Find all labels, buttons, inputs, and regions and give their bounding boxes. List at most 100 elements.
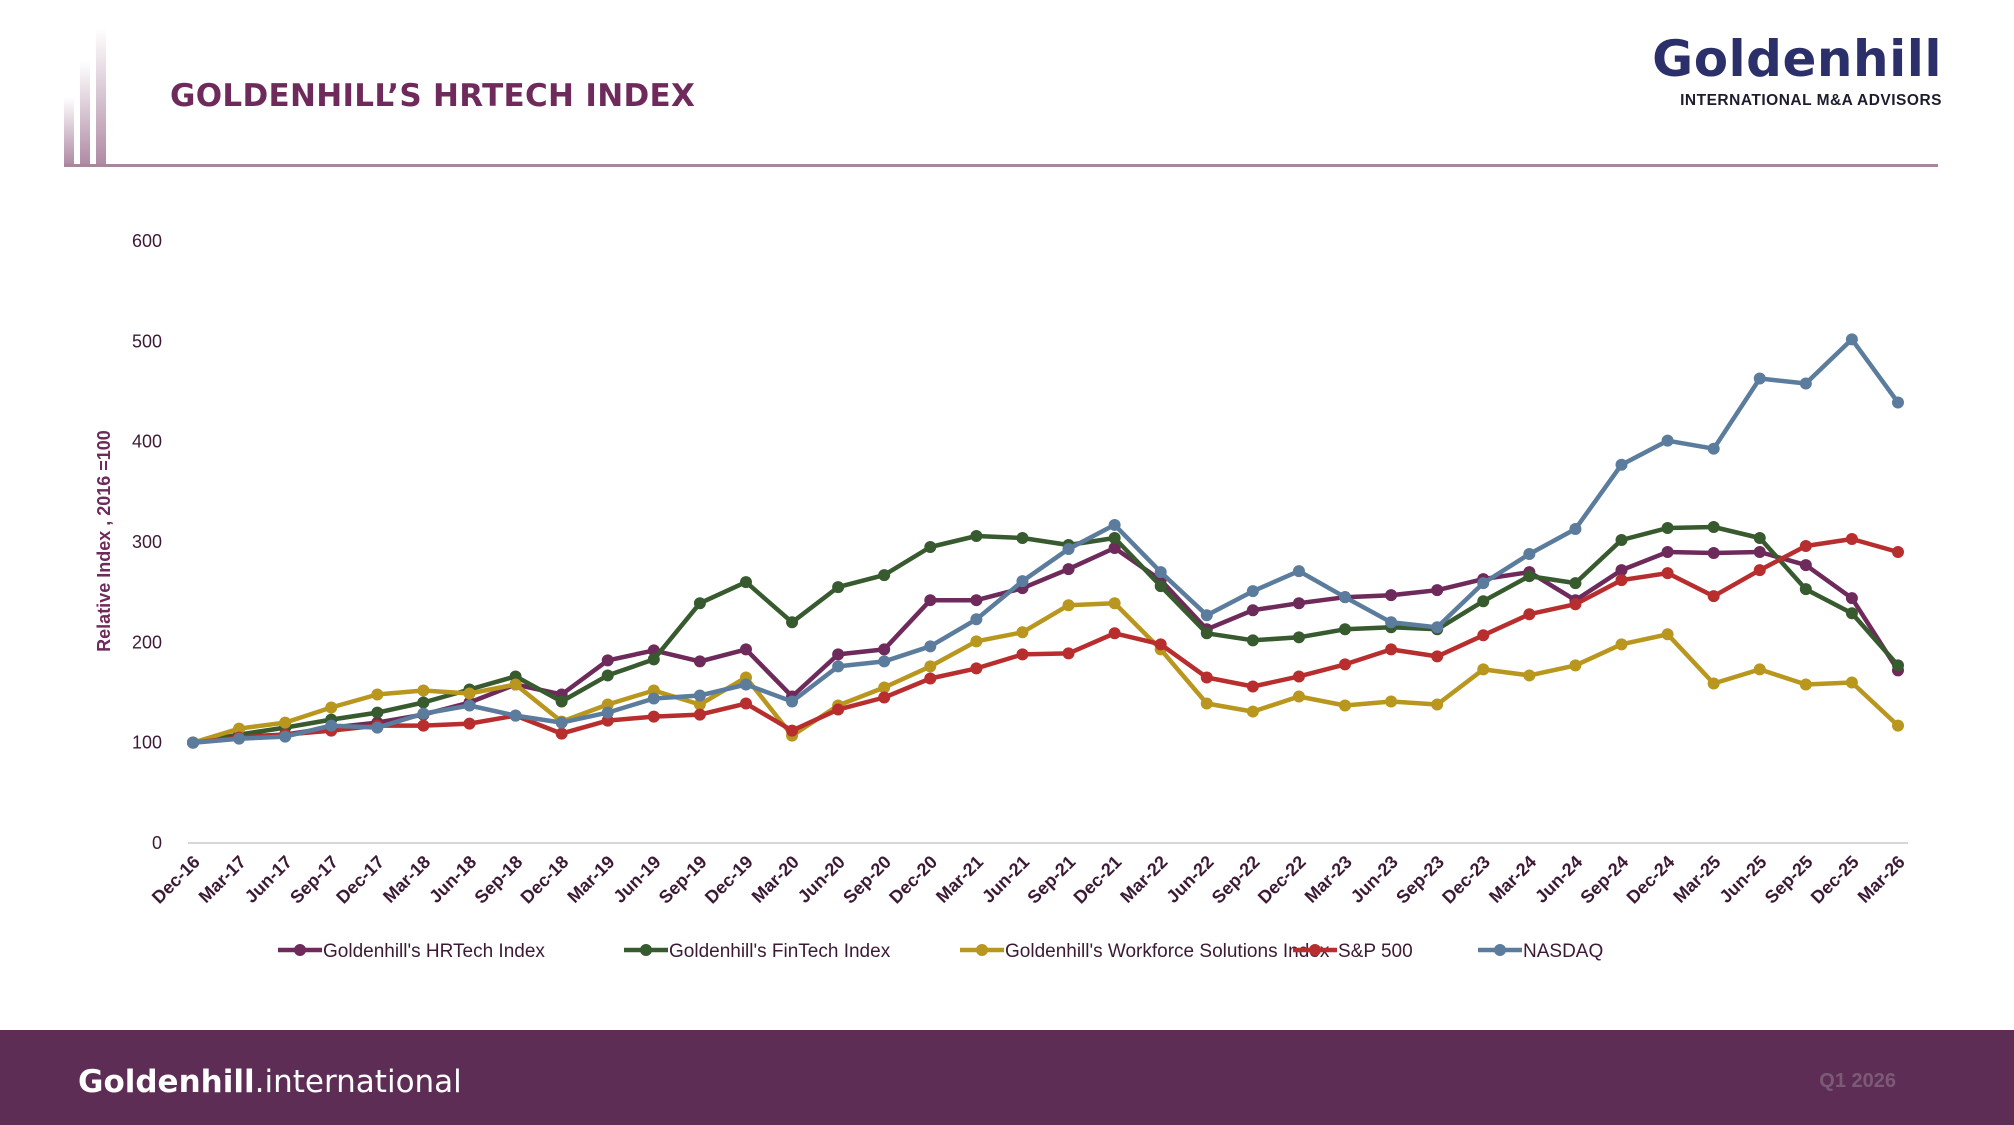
x-tick-label: Dec-23 [1438,852,1494,908]
legend-marker [976,944,988,956]
data-point [1246,705,1259,718]
footer-bar: Goldenhill.international Q1 2026 [0,1030,2014,1125]
data-point [1753,372,1766,385]
legend-label: Goldenhill's FinTech Index [669,941,891,962]
data-point [1246,680,1259,693]
data-point [924,672,937,685]
data-point [693,708,706,721]
data-point [1200,627,1213,640]
x-tick-label: Sep-23 [1392,852,1448,908]
data-point [1200,697,1213,710]
data-point [1661,567,1674,580]
data-point [1385,643,1398,656]
data-point [832,581,845,594]
data-point [1431,584,1444,597]
legend-label: Goldenhill's HRTech Index [323,941,545,962]
y-tick-label: 200 [132,632,162,652]
data-point [555,695,568,708]
data-point [1845,333,1858,346]
data-point [878,691,891,704]
data-point [1845,607,1858,620]
data-point [463,687,476,700]
data-point [1707,520,1720,533]
data-point [1431,698,1444,711]
data-point [601,654,614,667]
x-tick-label: Dec-25 [1807,852,1863,908]
y-axis-label: Relative Index , 2016 =100 [94,430,114,652]
x-tick-label: Mar-25 [1669,852,1724,907]
x-tick-label: Mar-18 [379,852,434,907]
data-point [1385,695,1398,708]
series-line-0 [192,545,1900,745]
legend-marker [294,944,306,956]
data-point [1707,547,1720,560]
x-tick-label: Jun-23 [1347,852,1402,907]
y-tick-label: 300 [132,532,162,552]
legend-label: S&P 500 [1338,941,1413,962]
data-point [647,710,660,723]
data-point [786,616,799,629]
x-tick-label: Dec-17 [332,852,388,908]
data-point [1523,608,1536,621]
data-point [739,643,752,656]
data-point [924,660,937,673]
data-point [693,689,706,702]
data-point [1477,663,1490,676]
y-tick-label: 400 [132,432,162,452]
x-tick-label: Jun-19 [609,852,664,907]
x-tick-label: Jun-21 [978,852,1033,907]
data-point [1892,659,1904,672]
header-decoration [64,28,124,165]
data-point [1292,670,1305,683]
data-point [279,730,292,743]
data-point [924,640,937,653]
data-point [371,688,384,701]
data-point [1108,542,1121,555]
legend-label: Goldenhill's Workforce Solutions Index [1005,941,1330,962]
data-point [1154,580,1167,593]
data-point [647,692,660,705]
logo-wordmark: Goldenhill [1652,30,1942,88]
data-point [1431,650,1444,663]
x-tick-label: Jun-17 [241,852,296,907]
legend-marker [1494,944,1506,956]
data-point [970,662,983,675]
data-point [1339,658,1352,671]
data-point [233,732,246,745]
data-point [371,721,384,734]
data-point [1200,671,1213,684]
data-point [1707,677,1720,690]
data-point [1431,621,1444,634]
data-point [693,597,706,610]
data-point [417,707,430,720]
data-point [786,695,799,708]
data-point [878,569,891,582]
x-tick-label: Sep-21 [1023,852,1079,908]
data-point [1615,638,1628,651]
footer-brand-rest: .international [254,1064,462,1100]
data-point [1477,629,1490,642]
data-point [1154,638,1167,651]
data-point [1477,577,1490,590]
data-point [417,696,430,709]
series-line-3 [192,536,1899,745]
data-point [1339,591,1352,604]
data-point [1845,676,1858,689]
data-point [693,698,706,711]
x-tick-label: Sep-22 [1208,852,1264,908]
data-point [832,648,845,661]
x-tick-label: Mar-21 [932,852,987,907]
data-point [463,699,476,712]
data-point [1016,575,1029,588]
logo-subtitle: INTERNATIONAL M&A ADVISORS [1680,92,1942,109]
header-divider [64,164,1938,167]
data-point [1108,597,1121,610]
data-point [1799,583,1812,596]
x-tick-label: Dec-16 [148,852,204,908]
x-tick-label: Mar-24 [1485,852,1540,907]
data-point [1707,590,1720,603]
x-tick-label: Dec-21 [1070,852,1126,908]
data-point [647,653,660,666]
data-point [970,635,983,648]
data-point [1385,616,1398,629]
